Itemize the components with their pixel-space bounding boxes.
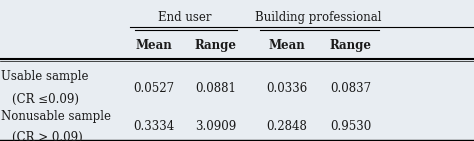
- Text: 0.0336: 0.0336: [266, 82, 308, 95]
- Text: 0.3334: 0.3334: [133, 120, 175, 133]
- Text: 3.0909: 3.0909: [195, 120, 237, 133]
- Text: Building professional: Building professional: [255, 11, 382, 24]
- Text: (CR > 0.09): (CR > 0.09): [12, 131, 82, 141]
- Text: Range: Range: [195, 39, 237, 52]
- Text: 0.2848: 0.2848: [266, 120, 307, 133]
- Text: (CR ≤0.09): (CR ≤0.09): [12, 93, 79, 106]
- Text: 0.0837: 0.0837: [330, 82, 371, 95]
- Text: Usable sample: Usable sample: [1, 70, 89, 83]
- Text: 0.9530: 0.9530: [330, 120, 372, 133]
- Text: End user: End user: [158, 11, 211, 24]
- Text: 0.0527: 0.0527: [134, 82, 174, 95]
- Text: 0.0881: 0.0881: [195, 82, 236, 95]
- Text: Mean: Mean: [268, 39, 305, 52]
- Text: Range: Range: [330, 39, 372, 52]
- Text: Nonusable sample: Nonusable sample: [1, 110, 111, 123]
- Text: Mean: Mean: [136, 39, 173, 52]
